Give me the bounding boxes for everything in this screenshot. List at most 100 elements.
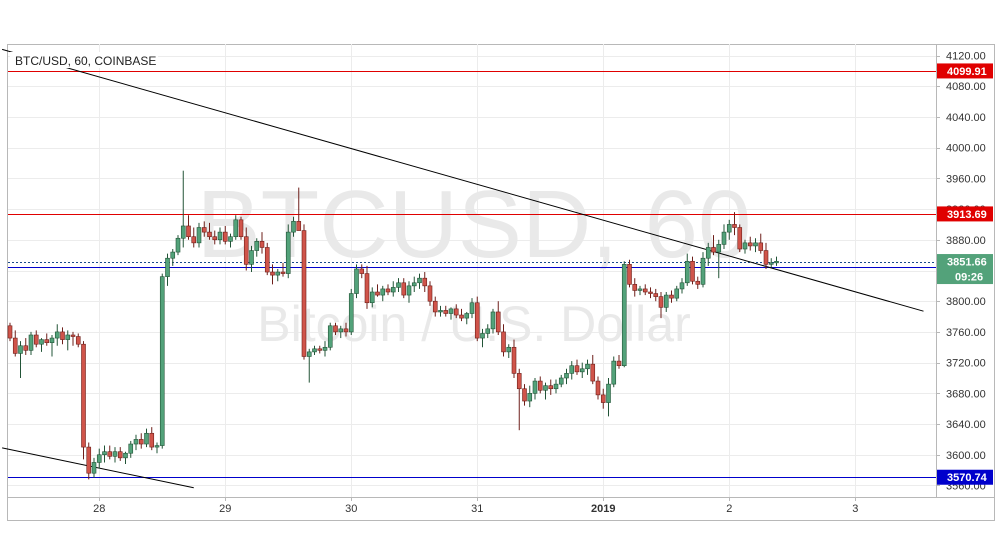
time-scale[interactable]: 28 29 30 31 2019 2 3 bbox=[93, 497, 858, 515]
candle-body bbox=[285, 231, 291, 274]
symbol-title[interactable]: BTC/USD, 60, COINBASE bbox=[15, 54, 156, 68]
candle-up bbox=[721, 224, 727, 250]
candle-up bbox=[91, 457, 97, 478]
candle-body bbox=[438, 310, 443, 313]
candle-body bbox=[390, 287, 396, 293]
candle-body bbox=[165, 257, 170, 277]
candle-down bbox=[359, 264, 365, 279]
candle-up bbox=[65, 330, 71, 351]
candle-up bbox=[637, 285, 643, 296]
trendline[interactable] bbox=[1, 48, 924, 312]
candle-body bbox=[611, 360, 617, 385]
price-tick-label: 3800.00 bbox=[946, 296, 986, 308]
candle-up bbox=[527, 385, 533, 408]
candle-body bbox=[774, 260, 779, 264]
candle-up bbox=[448, 307, 454, 320]
candle-down bbox=[648, 287, 653, 299]
candle-up bbox=[180, 170, 186, 248]
candle-up bbox=[96, 448, 102, 469]
candle-body bbox=[33, 334, 39, 345]
candle-up bbox=[611, 356, 617, 388]
chart-frame bbox=[7, 44, 995, 521]
candle-down bbox=[149, 427, 155, 451]
candle-body bbox=[674, 288, 680, 299]
candle-down bbox=[186, 215, 191, 240]
candle-down bbox=[44, 333, 50, 346]
candle-body bbox=[322, 346, 328, 351]
candle-body bbox=[511, 346, 517, 374]
price-label-bg bbox=[937, 206, 993, 222]
candle-body bbox=[175, 237, 181, 253]
candle-down bbox=[632, 278, 638, 297]
candle-body bbox=[758, 242, 764, 251]
candle-body bbox=[548, 385, 554, 390]
candle-body bbox=[201, 227, 207, 233]
candle-down bbox=[385, 284, 391, 296]
candle-down bbox=[574, 359, 580, 375]
candle-up bbox=[506, 344, 512, 359]
price-tick-label: 3680.00 bbox=[946, 388, 986, 400]
candle-down bbox=[333, 322, 338, 335]
candle-body bbox=[469, 302, 475, 314]
candle-down bbox=[600, 388, 606, 409]
price-tick-label: 4040.00 bbox=[946, 112, 986, 124]
candle-body bbox=[133, 439, 139, 445]
candle-down bbox=[401, 278, 407, 299]
candle-down bbox=[75, 333, 81, 348]
price-tick-label: 3960.00 bbox=[946, 173, 986, 185]
candle-up bbox=[354, 264, 359, 299]
candle-body bbox=[763, 250, 769, 265]
candle-body bbox=[128, 443, 134, 454]
candle-up bbox=[679, 278, 685, 294]
candle-body bbox=[191, 236, 197, 244]
candle-up bbox=[569, 361, 575, 380]
candle-body bbox=[732, 224, 737, 228]
candle-up bbox=[102, 445, 107, 463]
candle-up bbox=[564, 368, 569, 385]
candle-body bbox=[768, 262, 774, 265]
candle-body bbox=[537, 380, 543, 391]
trendlines[interactable] bbox=[1, 48, 924, 489]
candle-up bbox=[558, 374, 564, 388]
trendline[interactable] bbox=[2, 447, 194, 489]
candle-body bbox=[359, 268, 365, 274]
candle-up bbox=[228, 233, 233, 248]
candle-body bbox=[180, 225, 186, 239]
candle-up bbox=[154, 442, 160, 454]
candle-body bbox=[700, 257, 706, 285]
candle-body bbox=[522, 388, 527, 402]
time-tick-label: 28 bbox=[93, 503, 105, 515]
candle-body bbox=[396, 282, 401, 288]
candle-up bbox=[306, 348, 312, 383]
candle-up bbox=[726, 219, 732, 240]
candle-down bbox=[86, 442, 92, 480]
candle-body bbox=[648, 291, 653, 294]
candle-up bbox=[485, 324, 491, 339]
candle-body bbox=[60, 331, 65, 340]
candle-up bbox=[54, 324, 60, 346]
candle-up bbox=[705, 242, 711, 266]
time-tick-label: 3 bbox=[852, 503, 858, 515]
price-tick-label: 3640.00 bbox=[946, 419, 986, 431]
candle-body bbox=[96, 454, 102, 463]
candle-body bbox=[317, 348, 323, 351]
candle-down bbox=[511, 339, 517, 378]
candle-down bbox=[495, 301, 501, 335]
price-label-bg bbox=[937, 469, 993, 485]
candle-up bbox=[217, 227, 223, 245]
candle-down bbox=[548, 379, 554, 395]
candle-body bbox=[737, 227, 743, 250]
candle-up bbox=[768, 258, 774, 268]
candle-body bbox=[28, 334, 34, 351]
horizontal-levels[interactable] bbox=[8, 71, 936, 478]
current-price-text: 3851.66 bbox=[947, 257, 987, 269]
candle-body bbox=[259, 241, 265, 248]
candle-up bbox=[621, 261, 627, 368]
candle-down bbox=[627, 259, 632, 288]
candle-body bbox=[70, 334, 76, 337]
price-tick-label: 4120.00 bbox=[946, 51, 986, 63]
candle-up bbox=[585, 359, 590, 375]
candle-down bbox=[590, 354, 596, 385]
